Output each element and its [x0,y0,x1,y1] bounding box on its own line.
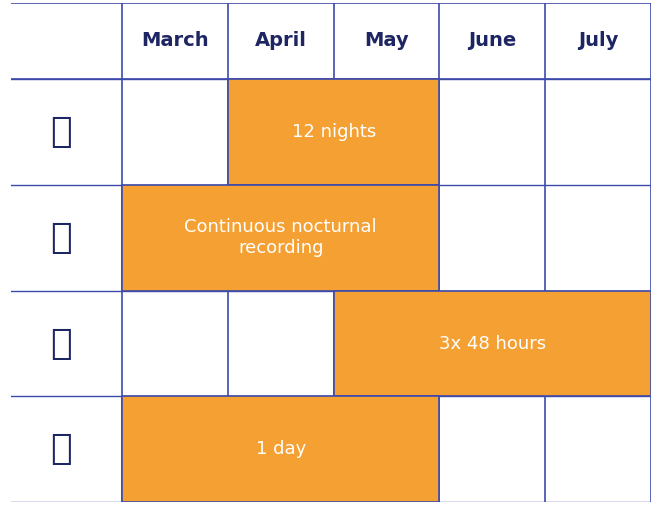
Bar [228,79,440,185]
Bar [122,185,440,290]
Bar [334,290,651,396]
Text: April: April [255,31,307,50]
Text: 🦇: 🦇 [50,115,72,149]
Text: Continuous nocturnal
recording: Continuous nocturnal recording [185,218,377,257]
Text: July: July [578,31,618,50]
Text: 🐦: 🐦 [50,221,72,255]
Text: May: May [364,31,409,50]
Text: 1 day: 1 day [256,440,306,459]
Text: June: June [468,31,516,50]
Text: 12 nights: 12 nights [291,123,376,141]
Text: 🐚: 🐚 [50,432,72,466]
Text: 3x 48 hours: 3x 48 hours [439,334,546,352]
Bar [122,396,440,502]
Text: March: March [141,31,209,50]
Text: 🦋: 🦋 [50,327,72,361]
